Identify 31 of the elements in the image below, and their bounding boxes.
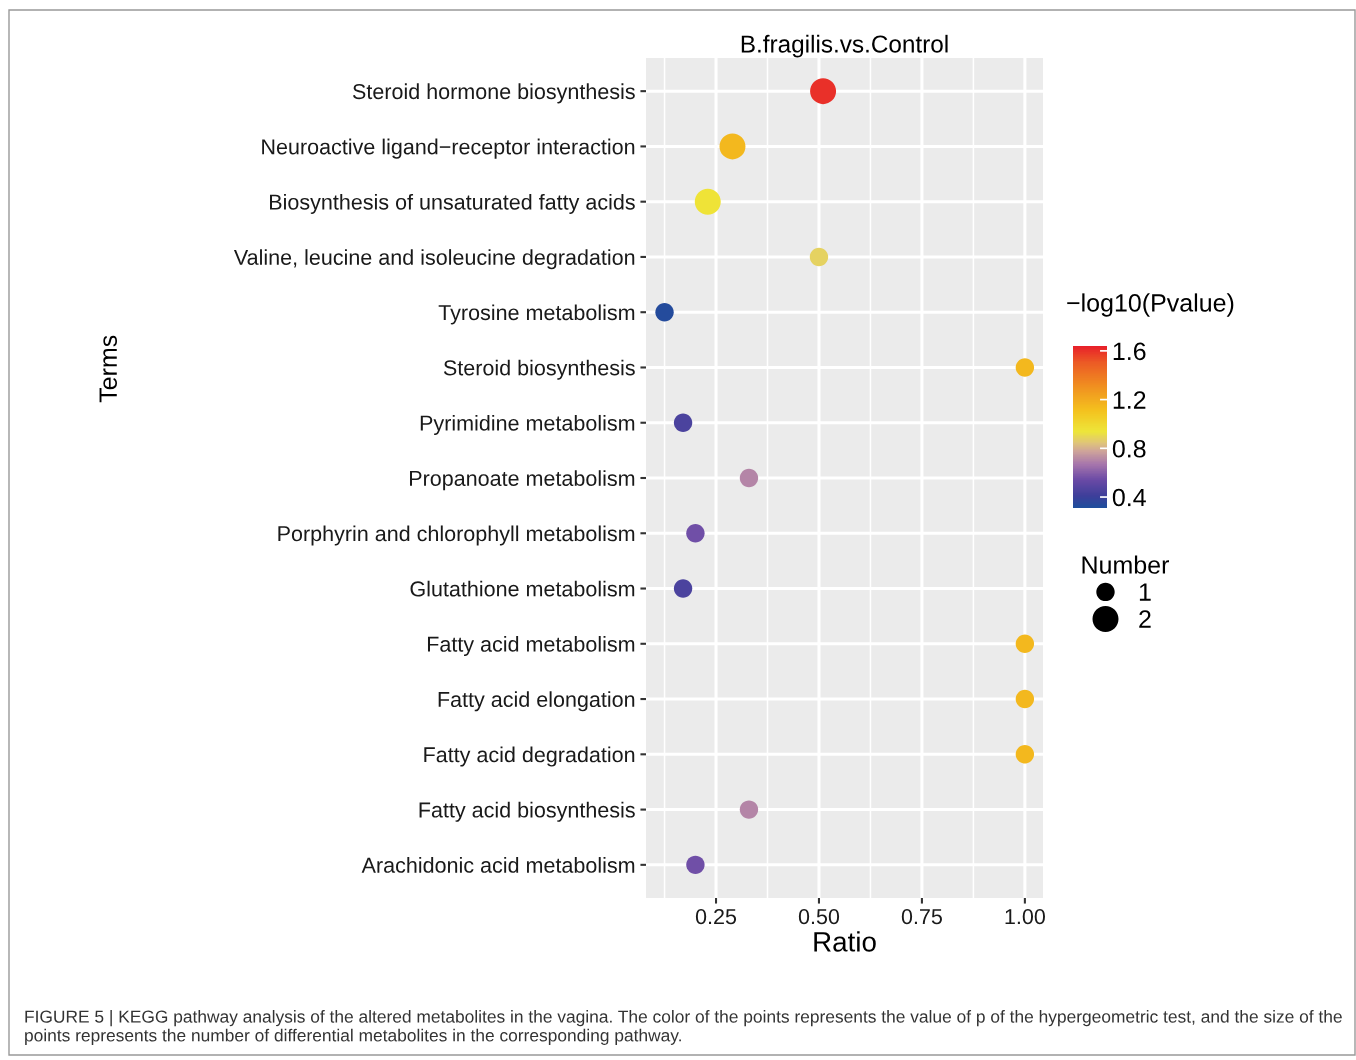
y-tick-label: Steroid biosynthesis bbox=[443, 359, 635, 380]
color-bar-label: 0.4 bbox=[1112, 488, 1146, 507]
color-bar-label: 0.8 bbox=[1112, 439, 1146, 458]
y-tick-label: Pyrimidine metabolism bbox=[420, 414, 635, 435]
color-bar-title: −log10(Pvalue) bbox=[1067, 293, 1234, 317]
y-tick-label: Glutathione metabolism bbox=[410, 580, 635, 597]
y-tick-label: Steroid hormone biosynthesis bbox=[352, 83, 635, 104]
legend-label: 2 bbox=[1139, 610, 1151, 628]
y-tick-label: Fatty acid metabolism bbox=[427, 635, 635, 657]
x-axis-title: Ratio bbox=[814, 931, 876, 952]
y-tick-label: Arachidonic acid metabolism bbox=[361, 857, 635, 873]
chart-title: B.fragilis.vs.Control bbox=[741, 34, 948, 58]
y-tick-label: Fatty acid degradation bbox=[424, 746, 635, 767]
legend-title: Number bbox=[1082, 555, 1169, 574]
caption: FIGURE 5 | KEGG pathway analysis of the altered metabolites in the vagina. The color of the points represents the value of p of the hypergeometric test, and the size of the points represents the number of differential metabolites in the corresponding pathway. bbox=[25, 1010, 1342, 1045]
color-bar-label: 1.2 bbox=[1113, 391, 1146, 409]
x-tick-label: 0.75 bbox=[901, 908, 942, 925]
y-tick-label: Valine, leucine and isoleucine degradation bbox=[233, 249, 635, 270]
x-tick-label: 0.50 bbox=[798, 908, 840, 925]
y-tick-label: Fatty acid elongation bbox=[438, 691, 635, 712]
y-tick-label: Tyrosine metabolism bbox=[438, 304, 635, 325]
y-tick-label: Fatty acid biosynthesis bbox=[419, 801, 635, 822]
color-bar-label: 1.6 bbox=[1113, 342, 1146, 361]
y-axis-title: Terms bbox=[99, 335, 118, 403]
y-tick-label: Neuroactive ligand−receptor interaction bbox=[262, 138, 635, 159]
y-tick-label: Porphyrin and chlorophyll metabolism bbox=[278, 525, 635, 546]
y-tick-label: Propanoate metabolism bbox=[410, 470, 635, 491]
x-tick-label: 0.25 bbox=[695, 908, 737, 925]
legend-label: 1 bbox=[1139, 583, 1151, 601]
y-tick-label: Biosynthesis of unsaturated fatty acids bbox=[270, 193, 635, 214]
x-tick-label: 1.00 bbox=[1005, 908, 1045, 925]
